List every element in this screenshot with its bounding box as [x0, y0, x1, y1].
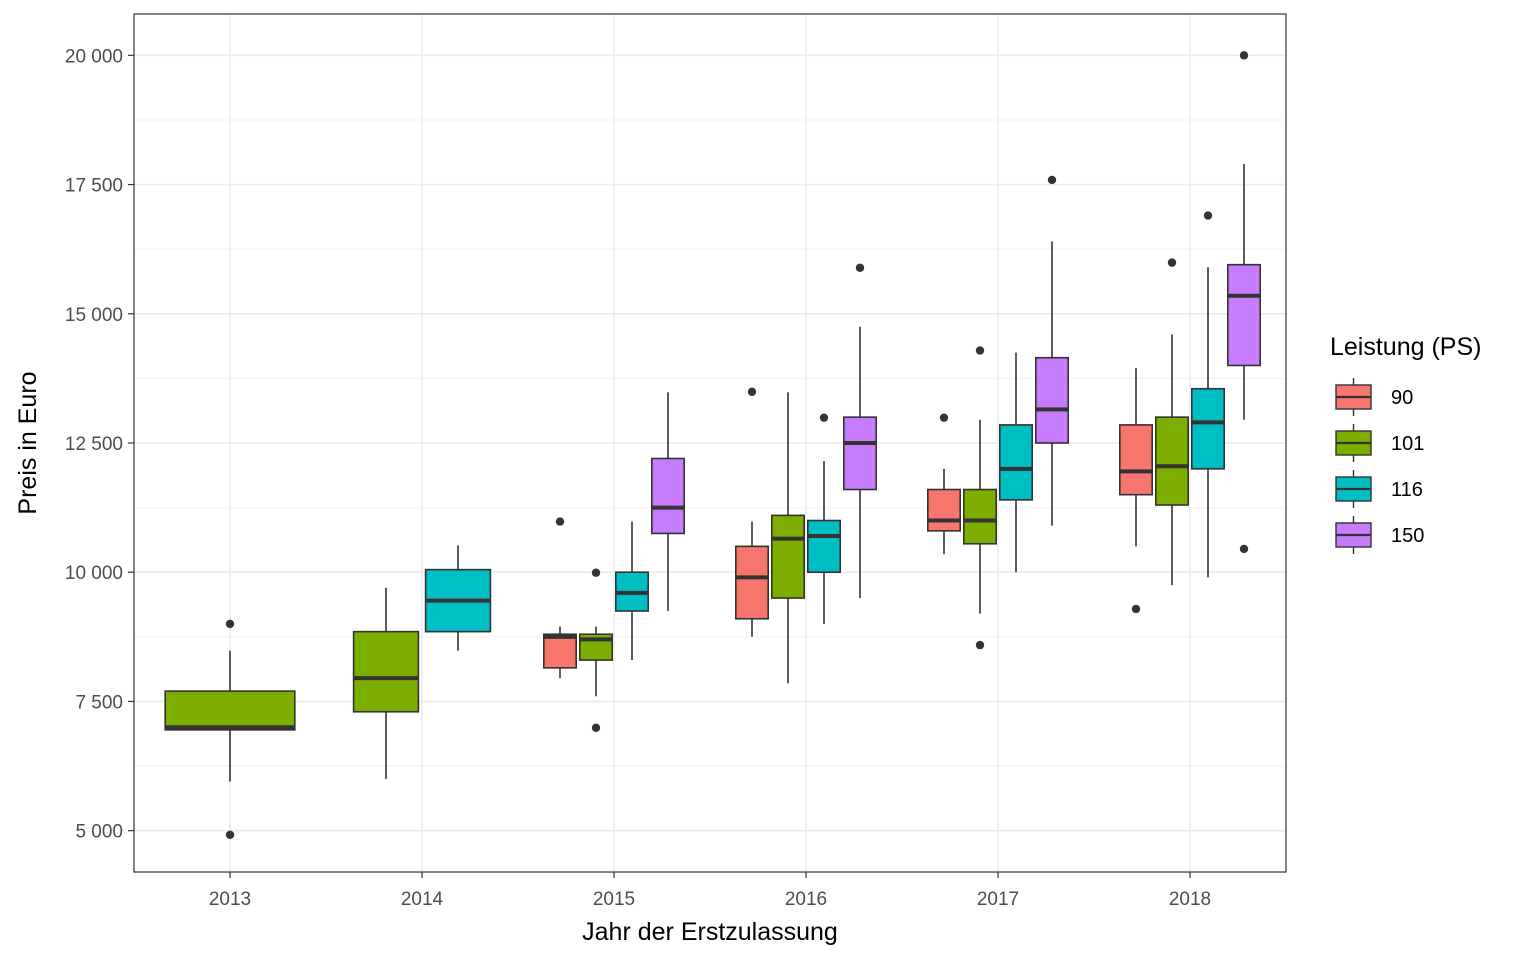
x-axis-title: Jahr der Erstzulassung	[582, 918, 838, 946]
y-tick-label: 12 500	[65, 434, 123, 455]
outlier-point	[1131, 604, 1141, 614]
legend-label: 90	[1391, 387, 1413, 409]
legend-label: 150	[1391, 525, 1424, 547]
box-body	[806, 519, 841, 574]
outlier-point	[939, 413, 949, 422]
outlier-point	[1167, 258, 1177, 267]
box-body	[734, 545, 769, 620]
box-2014-116ps	[424, 545, 492, 651]
box-layer	[164, 51, 1262, 839]
box-body	[926, 488, 961, 532]
legend-label: 116	[1391, 479, 1423, 501]
box-2015-116ps	[614, 521, 649, 661]
x-axis: 2013 2014 2015 2016 2017 2018	[209, 872, 1211, 910]
box-body	[1155, 416, 1190, 506]
box-2017-90ps	[926, 413, 961, 555]
legend-label: 101	[1391, 433, 1424, 455]
x-tick-label: 2013	[209, 889, 251, 910]
legend-item-90: 90	[1335, 378, 1413, 416]
box-body	[1035, 356, 1070, 444]
y-tick-label: 7 500	[75, 692, 123, 713]
box-2016-116ps	[806, 413, 841, 624]
box-body	[542, 633, 577, 669]
y-tick-label: 10 000	[65, 563, 123, 584]
y-axis-title: Preis in Euro	[14, 371, 42, 514]
y-axis: 5 000 7 500 10 000 12 500 15 000 17 500 20 000	[65, 46, 134, 843]
box-body	[650, 457, 685, 535]
box-2015-150ps	[650, 392, 685, 611]
box-2018-116ps	[1191, 211, 1226, 578]
outlier-point	[555, 517, 565, 526]
box-2015-101ps	[578, 568, 613, 732]
outlier-point	[747, 387, 757, 397]
outlier-point	[1239, 51, 1249, 60]
box-body	[770, 514, 805, 599]
box-2018-90ps	[1119, 368, 1154, 614]
box-2018-101ps	[1155, 258, 1190, 586]
outlier-point	[819, 413, 829, 422]
outlier-point	[855, 263, 865, 272]
outlier-point	[975, 640, 985, 650]
box-body	[962, 488, 997, 545]
x-tick-label: 2015	[593, 889, 635, 910]
outlier-point	[591, 723, 601, 732]
box-2016-150ps	[842, 263, 877, 599]
box-body	[998, 424, 1033, 501]
legend: Leistung (PS) 90 101 116 150	[1330, 333, 1481, 554]
outlier-point	[1203, 211, 1213, 220]
outlier-point	[225, 830, 235, 839]
x-tick-label: 2016	[785, 889, 827, 910]
y-tick-label: 15 000	[65, 305, 123, 326]
box-2017-101ps	[962, 346, 997, 650]
y-tick-label: 20 000	[65, 46, 123, 67]
box-body	[842, 416, 877, 491]
legend-item-101: 101	[1335, 424, 1424, 462]
box-body	[352, 630, 420, 713]
box-2017-150ps	[1035, 175, 1070, 526]
outlier-point	[1239, 544, 1249, 554]
x-tick-label: 2017	[977, 889, 1019, 910]
box-body	[1227, 263, 1262, 367]
box-body	[1191, 387, 1226, 470]
grid-lines	[134, 14, 1286, 872]
x-tick-label: 2018	[1169, 889, 1211, 910]
box-2014-101ps	[352, 587, 420, 779]
box-2016-90ps	[734, 387, 769, 637]
legend-item-150: 150	[1335, 516, 1424, 554]
outlier-point	[1047, 175, 1057, 185]
box-body	[164, 690, 296, 731]
box-2013-101ps	[164, 619, 296, 839]
outlier-point	[591, 568, 601, 577]
y-tick-label: 5 000	[75, 822, 123, 843]
box-body	[1119, 424, 1154, 496]
box-2017-116ps	[998, 352, 1033, 573]
box-2016-101ps	[770, 392, 805, 684]
outlier-point	[975, 346, 985, 355]
box-2015-90ps	[542, 517, 577, 679]
y-tick-label: 17 500	[65, 176, 123, 197]
box-2018-150ps	[1227, 51, 1262, 554]
legend-item-116: 116	[1335, 470, 1423, 508]
x-tick-label: 2014	[401, 889, 444, 910]
legend-title: Leistung (PS)	[1330, 333, 1481, 361]
outlier-point	[225, 619, 235, 629]
